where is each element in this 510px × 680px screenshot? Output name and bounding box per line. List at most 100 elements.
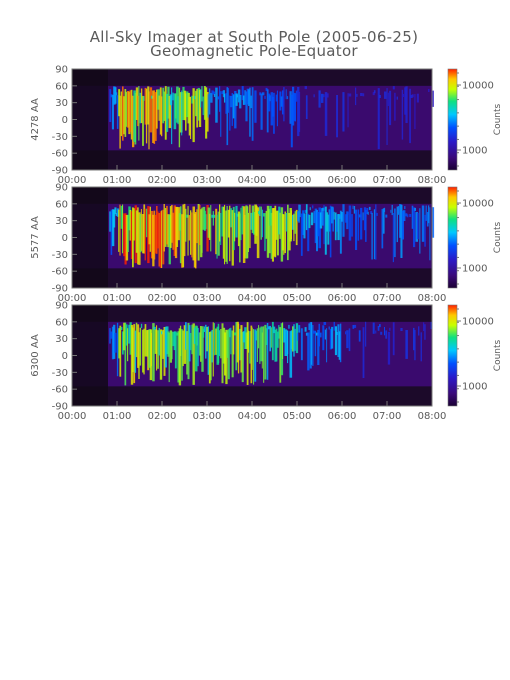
emission-streak — [347, 93, 349, 128]
emission-streak — [353, 324, 357, 328]
emission-streak — [431, 90, 434, 107]
x-tick-label: 00:00 — [58, 293, 87, 304]
emission-streak — [292, 326, 294, 352]
emission-streak — [373, 90, 376, 94]
emission-streak — [234, 212, 236, 242]
emission-streak — [226, 206, 228, 264]
emission-streak — [222, 327, 226, 364]
emission-streak — [200, 209, 203, 258]
emission-streak — [142, 329, 144, 373]
emission-streak — [196, 326, 198, 346]
emission-streak — [185, 322, 187, 350]
emission-streak — [241, 332, 244, 383]
x-tick-label: 01:00 — [103, 175, 132, 186]
emission-streak — [409, 88, 411, 144]
emission-streak — [198, 332, 201, 356]
emission-streak — [264, 324, 267, 380]
emission-streak — [213, 214, 216, 218]
emission-streak — [203, 86, 206, 120]
emission-streak — [275, 94, 278, 102]
emission-streak — [428, 205, 430, 224]
emission-streak — [138, 332, 140, 379]
emission-streak — [174, 93, 177, 119]
emission-streak — [230, 327, 232, 355]
emission-streak — [124, 322, 127, 386]
emission-streak — [313, 94, 315, 98]
emission-streak — [245, 205, 248, 259]
emission-streak — [276, 90, 278, 127]
emission-streak — [413, 327, 415, 351]
emission-streak — [303, 213, 306, 239]
emission-streak — [392, 322, 395, 356]
emission-streak — [289, 208, 292, 242]
emission-streak — [259, 327, 261, 364]
emission-streak — [182, 330, 184, 367]
emission-streak — [177, 207, 180, 241]
emission-streak — [116, 208, 120, 217]
emission-streak — [411, 94, 414, 98]
y-tick-label: 60 — [55, 317, 68, 328]
emission-streak — [334, 212, 337, 241]
emission-streak — [137, 207, 139, 265]
emission-streak — [324, 206, 327, 255]
emission-streak — [402, 210, 406, 221]
emission-streak — [274, 205, 277, 258]
x-tick-label: 05:00 — [283, 293, 312, 304]
emission-streak — [293, 324, 295, 357]
emission-streak — [264, 95, 266, 99]
emission-streak — [279, 212, 281, 239]
emission-streak — [339, 323, 342, 363]
emission-streak — [187, 206, 189, 256]
emission-streak — [271, 321, 274, 361]
emission-streak — [269, 325, 271, 352]
emission-streak — [207, 94, 209, 118]
emission-streak — [220, 213, 222, 245]
emission-streak — [304, 327, 307, 332]
emission-streak — [258, 325, 260, 349]
y-tick-label: -30 — [52, 250, 68, 261]
emission-streak — [119, 204, 121, 256]
emission-streak — [192, 206, 195, 261]
emission-streak — [205, 87, 208, 139]
emission-streak — [420, 332, 422, 362]
emission-streak — [346, 330, 349, 349]
emission-streak — [225, 210, 228, 262]
emission-streak — [294, 211, 297, 234]
x-tick-label: 05:00 — [283, 175, 312, 186]
emission-streak — [387, 331, 391, 365]
emission-streak — [109, 328, 111, 344]
emission-streak — [256, 207, 260, 259]
emission-streak — [255, 205, 258, 236]
emission-streak — [265, 328, 268, 345]
emission-streak — [400, 328, 403, 331]
emission-streak — [346, 211, 349, 230]
emission-streak — [173, 205, 176, 256]
emission-streak — [217, 211, 220, 256]
y-tick-label: 90 — [55, 65, 68, 76]
emission-streak — [357, 209, 360, 241]
emission-streak — [332, 207, 334, 232]
emission-streak — [163, 204, 165, 252]
emission-streak — [211, 214, 214, 218]
emission-streak — [169, 330, 172, 363]
emission-streak — [402, 94, 404, 97]
emission-streak — [283, 214, 285, 255]
y-tick-label: 0 — [62, 233, 68, 244]
emission-streak — [274, 329, 277, 362]
emission-streak — [249, 331, 251, 364]
emission-streak — [169, 94, 173, 106]
chart-title: All-Sky Imager at South Pole (2005-06-25… — [90, 28, 418, 46]
emission-streak — [154, 329, 158, 354]
colorbar — [447, 304, 458, 407]
y-tick-label: 30 — [55, 98, 68, 109]
emission-streak — [314, 208, 318, 244]
emission-streak — [322, 325, 325, 351]
emission-streak — [127, 91, 129, 128]
emission-streak — [125, 215, 129, 261]
emission-streak — [208, 213, 211, 240]
emission-streak — [430, 321, 432, 329]
emission-streak — [242, 95, 245, 105]
emission-streak — [164, 86, 167, 140]
emission-streak — [318, 323, 320, 347]
